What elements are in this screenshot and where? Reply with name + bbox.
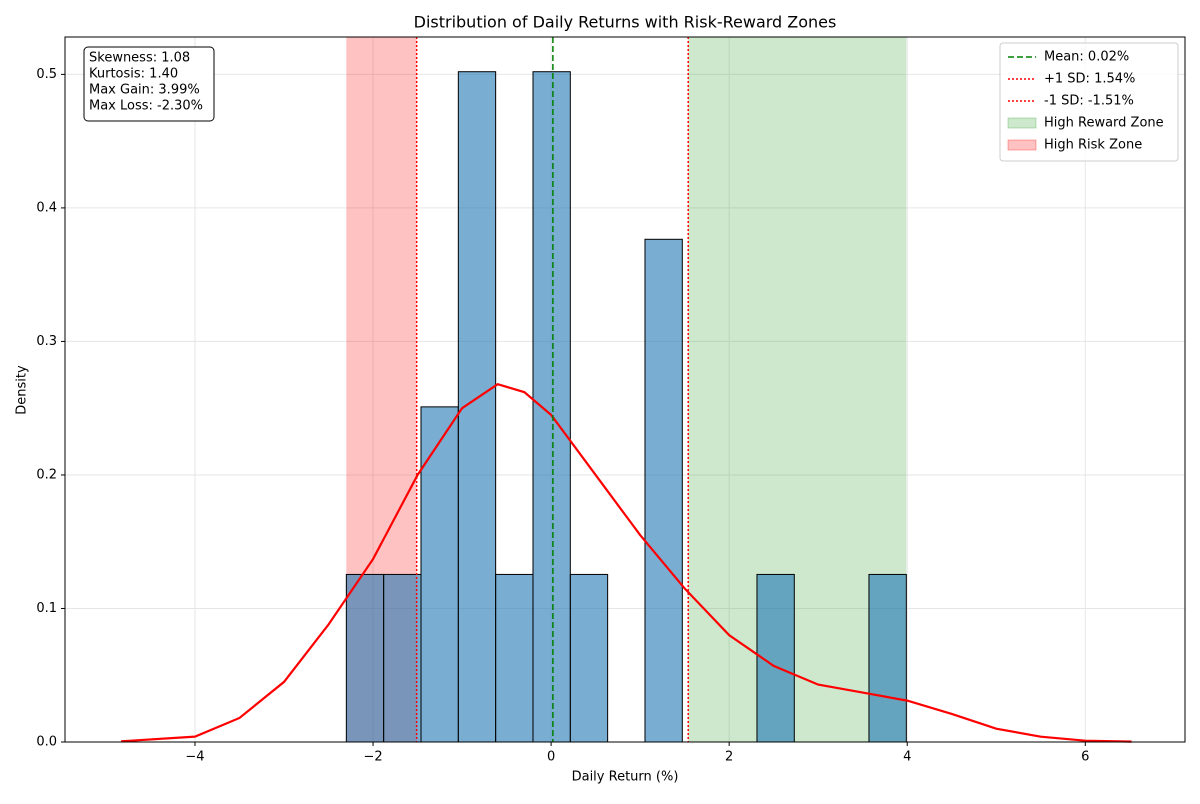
histogram-bar [383,573,422,743]
x-axis-label: Daily Return (%) [572,770,679,785]
histogram-bar [532,71,571,743]
x-tick-label: 0 [547,750,555,765]
y-tick-label: 0.0 [36,735,57,750]
x-tick-label: 4 [903,750,911,765]
stats-text: Max Gain: 3.99% [89,83,200,98]
stats-text: Max Loss: -2.30% [89,99,203,114]
axes-frame [64,36,1186,743]
stats-box [83,46,215,122]
x-tick-label: 6 [1081,750,1089,765]
stats-text: Skewness: 1.08 [89,51,190,66]
legend-box [999,42,1179,162]
y-tick-label: 0.4 [36,200,57,215]
y-tick-label: 0.5 [36,67,57,82]
legend-swatch [1007,139,1037,151]
stats-text: Kurtosis: 1.40 [89,67,178,82]
histogram-bar [569,573,609,743]
y-axis-label: Density [15,365,30,415]
legend-label: High Risk Zone [1044,138,1142,153]
legend-label: +1 SD: 1.54% [1044,72,1135,87]
histogram-bar [644,238,683,743]
legend-label: Mean: 0.02% [1044,50,1129,65]
chart-title: Distribution of Daily Returns with Risk-… [414,13,837,32]
histogram-bar [345,573,385,743]
histogram-bar [868,573,907,743]
legend-swatch [1007,117,1037,129]
x-tick-label: 2 [725,750,733,765]
histogram-bar [420,406,459,743]
x-tick-label: −2 [363,750,382,765]
x-tick-label: −4 [185,750,204,765]
legend-label: -1 SD: -1.51% [1044,94,1134,109]
y-tick-label: 0.1 [36,601,57,616]
y-tick-label: 0.2 [36,467,57,482]
y-tick-label: 0.3 [36,334,57,349]
kde-line [121,382,1132,743]
histogram-bar [495,573,534,743]
legend-label: High Reward Zone [1044,116,1164,131]
